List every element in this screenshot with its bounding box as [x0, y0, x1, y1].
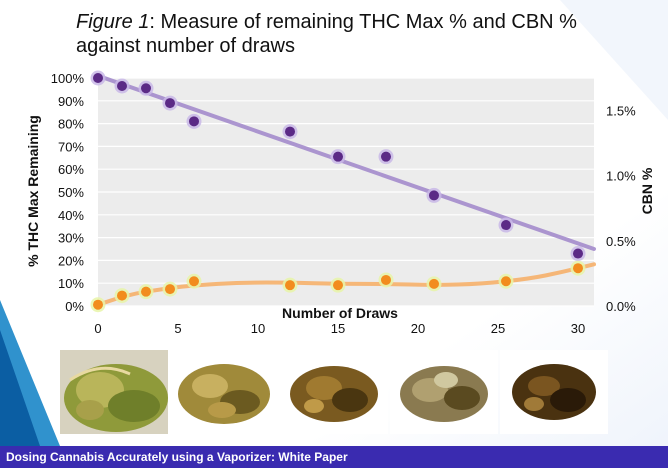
y-right-axis-label: CBN %	[639, 167, 655, 214]
cbn-data-point	[429, 278, 439, 289]
x-tick-label: 25	[491, 321, 505, 336]
y-left-axis-label: % THC Max Remaining	[25, 115, 41, 267]
y-right-tick-label: 0.5%	[606, 234, 636, 249]
y-left-tick-label: 10%	[58, 276, 84, 291]
y-left-tick-label: 80%	[58, 117, 84, 132]
chart: 0%10%20%30%40%50%60%70%80%90%100% 0.0%0.…	[25, 70, 655, 336]
y-right-tick-label: 0.0%	[606, 299, 636, 314]
x-tick-label: 30	[571, 321, 585, 336]
thc-data-point	[429, 190, 439, 201]
x-tick-label: 5	[174, 321, 181, 336]
title-text: : Measure of remaining THC Max % and CBN…	[76, 11, 577, 57]
x-tick-label: 20	[411, 321, 425, 336]
thc-data-point	[381, 151, 391, 162]
vaped-material-photo-4	[500, 350, 608, 434]
y-left-tick-label: 30%	[58, 231, 84, 246]
chart-title: Figure 1: Measure of remaining THC Max %…	[76, 10, 636, 58]
y-left-tick-label: 90%	[58, 94, 84, 109]
x-tick-labels: 0 5 10 15 20 25 30	[94, 321, 585, 336]
cbn-data-point	[93, 299, 103, 310]
y-left-tick-label: 100%	[51, 71, 85, 86]
vaped-material-photo-3	[390, 350, 498, 434]
cbn-data-point	[189, 276, 199, 287]
x-tick-label: 0	[94, 321, 101, 336]
cbn-data-point	[501, 276, 511, 287]
cbn-data-point	[381, 274, 391, 285]
cbn-data-point	[333, 280, 343, 291]
vaped-material-photo-1	[170, 350, 278, 434]
x-tick-label: 15	[331, 321, 345, 336]
y-left-tick-label: 20%	[58, 253, 84, 268]
cbn-data-point	[141, 286, 151, 297]
y-left-tick-label: 50%	[58, 185, 84, 200]
thc-data-point	[285, 126, 295, 137]
footer-bar: Dosing Cannabis Accurately using a Vapor…	[0, 446, 668, 468]
thc-data-point	[165, 98, 175, 109]
y-right-tick-label: 1.5%	[606, 104, 636, 119]
thc-data-point	[117, 80, 127, 91]
data-points	[90, 70, 586, 313]
y-left-tick-label: 60%	[58, 162, 84, 177]
x-tick-label: 10	[251, 321, 265, 336]
figure-label: Figure 1	[76, 11, 150, 33]
x-axis-label: Number of Draws	[282, 305, 398, 321]
y-left-tick-label: 70%	[58, 139, 84, 154]
thc-data-point	[573, 248, 583, 259]
cbn-data-point	[285, 280, 295, 291]
thc-data-point	[501, 220, 511, 231]
cbn-data-point	[117, 290, 127, 301]
thc-data-point	[141, 83, 151, 94]
y-right-tick-labels: 0.0% 0.5% 1.0% 1.5%	[606, 104, 636, 314]
cbn-data-point	[573, 263, 583, 274]
vaped-material-photo-2	[280, 350, 388, 434]
thc-data-point	[93, 73, 103, 83]
y-right-tick-label: 1.0%	[606, 169, 636, 184]
cannabis-bud-photo	[60, 350, 168, 434]
footer-text: Dosing Cannabis Accurately using a Vapor…	[6, 450, 348, 464]
thc-data-point	[189, 116, 199, 127]
cbn-data-point	[165, 284, 175, 295]
y-left-tick-label: 40%	[58, 208, 84, 223]
sample-photos-strip	[60, 350, 608, 434]
y-left-tick-label: 0%	[65, 299, 84, 314]
thc-data-point	[333, 151, 343, 162]
y-left-tick-labels: 0% 10% 20% 30% 40% 50% 60% 70% 80% 90% 100%	[51, 71, 85, 314]
